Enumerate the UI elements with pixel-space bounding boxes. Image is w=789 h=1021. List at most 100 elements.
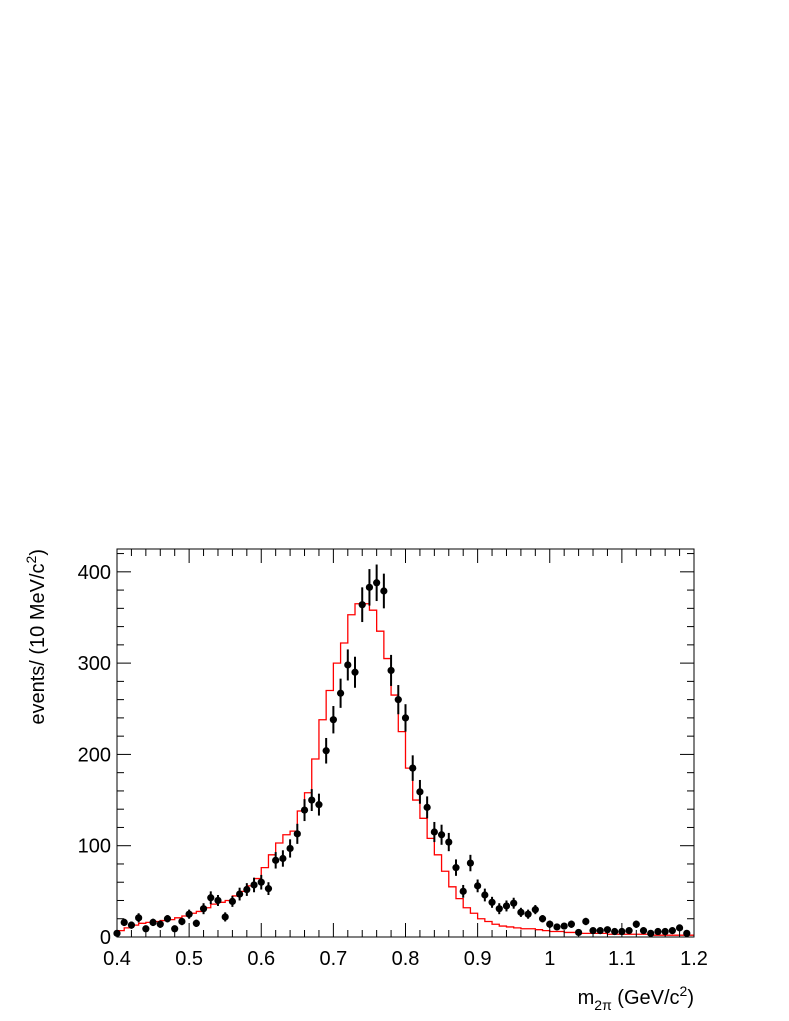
data-point — [171, 925, 179, 933]
data-point — [272, 856, 280, 864]
data-point — [308, 796, 316, 804]
data-point — [423, 803, 431, 811]
data-point — [524, 910, 532, 918]
x-tick-labels: 0.4 0.5 0.6 0.7 0.8 0.9 1 1.1 1.2 — [103, 948, 708, 970]
data-point — [409, 764, 417, 772]
data-point — [675, 924, 684, 932]
data-point — [257, 878, 265, 886]
x-axis-title-rest: (GeV/c — [612, 987, 680, 1009]
data-point — [373, 579, 381, 587]
data-point — [654, 927, 662, 936]
data-point — [243, 885, 251, 894]
data-point — [178, 917, 186, 926]
data-point — [394, 696, 402, 704]
y-tick-label: 300 — [78, 653, 111, 675]
model-histogram-line — [117, 603, 694, 936]
y-axis-title-sup: 2 — [23, 555, 39, 563]
data-point — [632, 920, 640, 928]
data-point — [596, 927, 604, 935]
axis-ticks — [116, 549, 695, 938]
data-point — [502, 902, 511, 910]
data-point — [344, 661, 352, 669]
data-point — [625, 927, 633, 935]
data-point — [192, 919, 200, 927]
data-point — [582, 917, 590, 926]
data-point — [142, 925, 150, 933]
data-point — [293, 830, 301, 838]
data-point — [466, 859, 475, 867]
data-point — [567, 920, 575, 928]
data-point — [437, 831, 446, 839]
data-point — [336, 689, 345, 697]
data-point — [156, 920, 164, 928]
data-point — [322, 747, 330, 755]
data-point — [286, 844, 294, 853]
y-tick-label: 200 — [78, 744, 111, 766]
model-histogram — [117, 603, 694, 936]
data-point — [120, 918, 128, 926]
x-tick-label: 0.5 — [175, 948, 203, 970]
y-tick-label: 100 — [78, 836, 111, 858]
data-point — [199, 905, 208, 913]
data-point — [185, 910, 193, 918]
data-point — [510, 899, 518, 907]
data-point — [351, 668, 359, 676]
x-tick-label: 0.7 — [319, 948, 347, 970]
x-tick-label: 1.2 — [680, 948, 708, 970]
data-point — [474, 882, 482, 890]
x-tick-label: 1.1 — [608, 948, 636, 970]
data-point — [300, 806, 309, 814]
data-point — [495, 905, 503, 913]
data-points — [113, 564, 691, 937]
data-point — [279, 854, 287, 863]
data-point — [207, 894, 215, 902]
data-point — [683, 929, 691, 937]
x-tick-label: 0.9 — [464, 948, 492, 970]
data-point — [163, 915, 172, 923]
x-axis-title-end: ) — [687, 987, 694, 1009]
x-tick-label: 0.8 — [392, 948, 420, 970]
x-axis-title-main: m — [578, 987, 595, 1009]
y-axis-title-end: ) — [27, 549, 49, 556]
x-tick-label: 0.6 — [247, 948, 275, 970]
data-point — [387, 666, 395, 675]
data-point — [127, 921, 136, 929]
data-point — [452, 864, 460, 872]
y-tick-labels: 0 100 200 300 400 — [78, 562, 111, 949]
data-point — [603, 926, 612, 934]
data-point — [430, 828, 438, 836]
y-tick-label: 0 — [100, 927, 111, 949]
data-point — [365, 583, 374, 591]
data-point — [553, 923, 561, 931]
data-point — [401, 714, 410, 722]
x-axis-title-sup: 2 — [680, 983, 688, 999]
y-tick-label: 400 — [78, 562, 111, 584]
data-point — [149, 918, 157, 926]
data-point — [416, 788, 424, 796]
data-point — [481, 891, 489, 899]
data-point — [264, 885, 273, 893]
data-point — [639, 927, 648, 935]
data-point — [459, 887, 467, 895]
data-point — [228, 897, 236, 905]
y-axis-title: events/ (10 MeV/c2) — [23, 549, 49, 725]
data-point — [358, 601, 366, 609]
y-axis-title-main: events/ (10 MeV/c — [27, 563, 49, 724]
data-point — [236, 890, 244, 898]
x-axis-title: m2π (GeV/c2) — [578, 983, 694, 1013]
data-point — [315, 801, 323, 809]
data-point — [488, 898, 496, 906]
x-axis-title-sub: 2π — [594, 997, 612, 1013]
data-point — [221, 913, 229, 921]
data-point — [531, 906, 539, 914]
data-point — [668, 927, 676, 935]
data-point — [445, 838, 453, 846]
data-point — [538, 915, 547, 923]
data-point — [560, 922, 568, 930]
data-point — [611, 927, 619, 936]
data-point — [517, 908, 525, 916]
data-point — [380, 587, 388, 595]
data-point — [250, 881, 258, 889]
data-point — [329, 716, 337, 724]
data-point — [214, 896, 222, 905]
